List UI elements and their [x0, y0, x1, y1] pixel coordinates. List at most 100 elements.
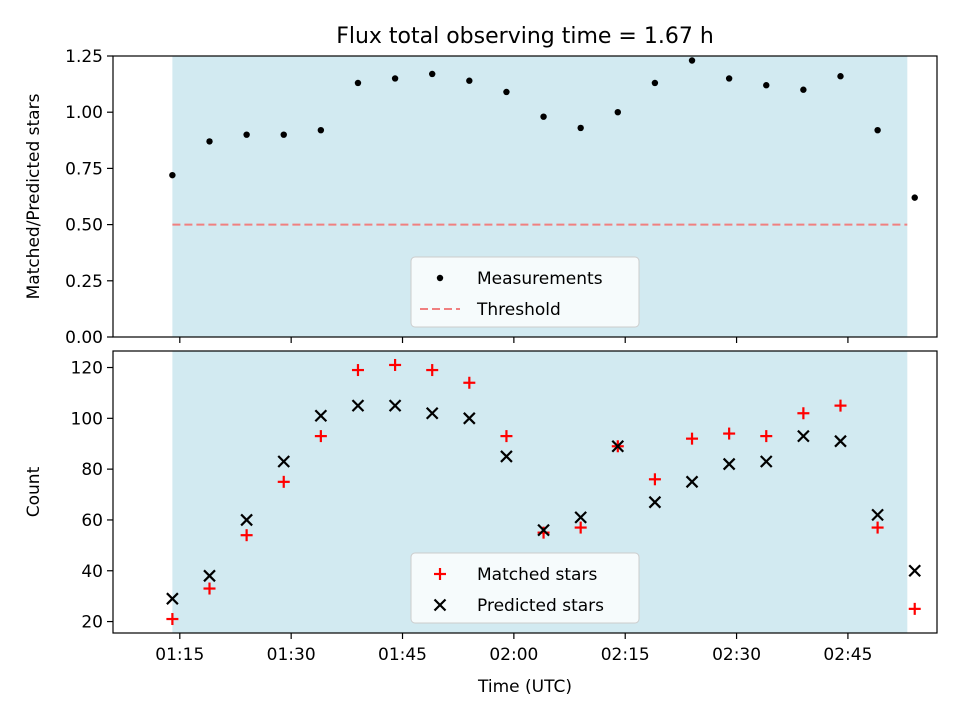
predicted-point: [834, 434, 847, 448]
measurement-point: [763, 82, 770, 89]
measurement-point: [503, 88, 510, 96]
predicted-point: [277, 455, 291, 468]
predicted-point: [908, 564, 922, 578]
measurement-point: [874, 126, 881, 134]
marker-stroke: [685, 475, 699, 489]
marker-stroke: [611, 439, 625, 453]
measurement-point: [466, 77, 473, 84]
legend: Matched stars Predicted stars: [410, 552, 640, 624]
predicted-point: [166, 592, 179, 605]
marker-stroke: [240, 513, 253, 527]
legend-box: [410, 256, 640, 328]
y-tick-label: 0.25: [65, 272, 103, 292]
marker-stroke: [574, 511, 587, 524]
matched-point: [277, 475, 290, 488]
matched-point: [314, 430, 327, 443]
marker-stroke: [908, 564, 922, 578]
y-tick-label: 40: [81, 562, 103, 582]
predicted-point: [648, 495, 662, 509]
matched-point: [797, 407, 810, 420]
x-tick-label: 01:15: [155, 645, 204, 665]
predicted-point: [314, 409, 328, 423]
matched-point: [203, 582, 216, 595]
matched-point: [426, 364, 439, 377]
measurement-point: [317, 126, 325, 134]
predicted-point: [500, 450, 513, 463]
series-measurements: [169, 57, 918, 201]
marker-stroke: [722, 457, 736, 471]
y-tick-label: 0.00: [65, 328, 103, 348]
marker-stroke: [166, 592, 179, 605]
measurement-point: [391, 75, 399, 82]
measurement-point: [206, 138, 213, 145]
measurement-point: [725, 75, 733, 82]
legend-label: Matched stars: [477, 565, 597, 585]
predicted-point: [388, 399, 402, 412]
x-tick-label: 02:30: [712, 645, 761, 665]
marker-stroke: [277, 455, 291, 468]
y-tick-label: 100: [71, 409, 103, 429]
marker-stroke: [834, 434, 847, 448]
ratio-panel: 0.00 0.25 0.50 0.75 1.00 1.25 Matched/Predicte…: [24, 47, 938, 348]
y-tick-label: 1.00: [65, 103, 103, 123]
matched-point: [723, 427, 736, 440]
y-tick-label: 0.75: [65, 159, 103, 179]
predicted-point: [574, 511, 587, 524]
chart-title: Flux total observing time = 1.67 h: [336, 24, 714, 49]
axes-frame: [112, 55, 938, 338]
legend-label: Predicted stars: [477, 596, 604, 616]
matched-point: [834, 399, 847, 412]
predicted-point: [722, 457, 736, 471]
legend: Measurements Threshold: [410, 256, 640, 328]
matched-point: [648, 473, 661, 486]
measurement-point: [837, 73, 844, 80]
marker-stroke: [433, 598, 447, 612]
legend-label: Threshold: [476, 300, 561, 320]
marker-stroke: [203, 569, 216, 583]
measurement-point: [577, 124, 584, 132]
count-panel: 20 40 60 80 100 120 01:15 01:30 01:45 02:00 02:15 0…: [24, 350, 938, 697]
y-axis-label: Matched/Predicted stars: [24, 93, 44, 299]
predicted-point: [463, 412, 476, 425]
legend-label: Measurements: [477, 269, 603, 289]
y-tick-label: 1.25: [65, 47, 103, 67]
measurement-point: [243, 131, 250, 138]
legend-marker-matched: [434, 568, 446, 580]
marker-stroke: [648, 495, 662, 509]
y-tick-label: 60: [81, 511, 103, 531]
measurement-point: [614, 109, 621, 116]
marker-stroke: [388, 399, 402, 412]
x-tick-label: 01:45: [378, 645, 427, 665]
legend-box: [410, 552, 640, 624]
marker-stroke: [351, 399, 365, 412]
marker-stroke: [314, 409, 328, 423]
predicted-point: [240, 513, 253, 527]
matched-point: [389, 358, 402, 371]
predicted-point: [611, 439, 625, 453]
marker-stroke: [500, 450, 513, 463]
series-predicted-stars: [166, 399, 922, 605]
matched-point: [166, 613, 179, 626]
series-matched-stars: [166, 358, 921, 626]
y-tick-label: 20: [81, 613, 103, 633]
measurement-point: [280, 131, 287, 138]
predicted-point: [351, 399, 365, 412]
predicted-point: [871, 508, 884, 522]
matched-point: [351, 364, 364, 377]
predicted-point: [685, 475, 699, 489]
matched-point: [500, 430, 513, 443]
matched-point: [908, 602, 921, 615]
marker-stroke: [463, 412, 476, 425]
x-axis-label: Time (UTC): [477, 677, 572, 697]
measurement-point: [688, 57, 696, 64]
predicted-point: [797, 429, 810, 443]
x-tick-label: 01:30: [267, 645, 316, 665]
marker-stroke: [537, 523, 550, 537]
measurement-point: [651, 79, 659, 87]
matched-point: [871, 521, 884, 534]
marker-stroke: [871, 508, 884, 522]
measurement-point: [800, 86, 807, 93]
x-tick-label: 02:15: [601, 645, 650, 665]
matched-point: [686, 432, 699, 445]
